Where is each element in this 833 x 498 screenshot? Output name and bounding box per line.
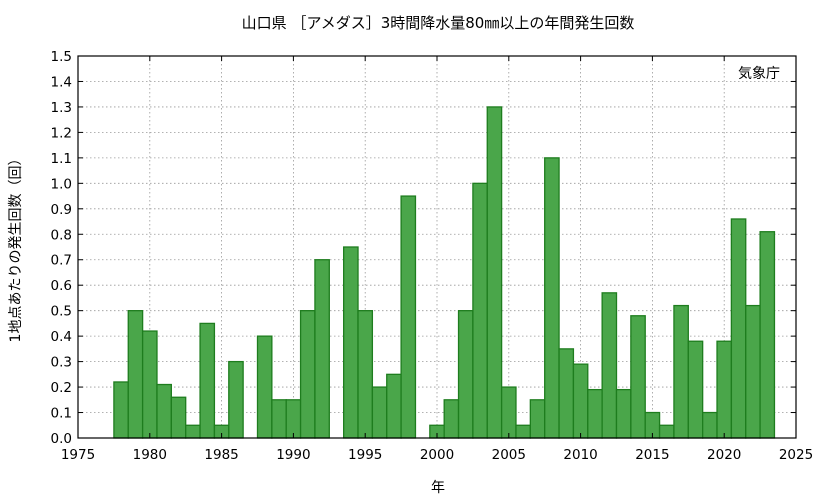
bar-2021 — [730, 218, 747, 439]
bar-1979 — [127, 310, 144, 439]
bar-2005 — [500, 386, 517, 439]
bar-2020 — [716, 340, 733, 439]
bar-2009 — [558, 348, 575, 439]
x-tick-label: 2000 — [420, 447, 454, 463]
bar-2010 — [572, 363, 589, 439]
x-tick-label: 1975 — [61, 447, 95, 463]
y-tick-label: 0.5 — [51, 304, 72, 320]
bar-1986 — [228, 360, 244, 439]
axes-layer: 0.0 0.1 0.2 0.3 0.4 0.5 0.6 0.7 0.8 0.9 1.0 1.1 1.2 1… — [51, 49, 814, 463]
x-tick-label: 2010 — [563, 447, 597, 463]
bar-2007 — [529, 399, 546, 439]
bar-1984 — [199, 322, 216, 439]
y-tick-label: 0.8 — [51, 227, 72, 243]
bar-1980 — [141, 330, 158, 439]
y-axis-label: 1地点あたりの発生回数（回） — [8, 152, 24, 343]
y-tick-label: 1.0 — [51, 176, 72, 192]
y-tick-label: 0.6 — [51, 278, 72, 294]
bar-1995 — [357, 310, 374, 439]
y-tick-label: 0.2 — [51, 380, 72, 396]
bar-2017 — [673, 304, 689, 439]
bar-2001 — [443, 399, 460, 439]
bar-2003 — [472, 182, 488, 439]
y-tick-label: 0.3 — [51, 355, 72, 371]
y-tick-label: 0.4 — [51, 329, 72, 345]
x-tick-label: 2005 — [492, 447, 526, 463]
bar-2011 — [587, 388, 603, 439]
bar-2016 — [658, 424, 675, 439]
bar-2006 — [515, 424, 531, 439]
bar-1988 — [256, 335, 273, 439]
bar-1991 — [299, 310, 316, 439]
bar-1981 — [156, 383, 172, 439]
bar-2004 — [486, 106, 503, 439]
y-tick-label: 1.1 — [51, 151, 72, 167]
y-tick-label: 1.5 — [51, 49, 72, 65]
x-tick-label: 1980 — [133, 447, 167, 463]
x-tick-label: 2025 — [779, 447, 813, 463]
y-tick-label: 0.1 — [51, 406, 72, 422]
bar-2019 — [702, 411, 718, 439]
y-tick-label: 0.9 — [51, 202, 72, 218]
x-tick-label: 2020 — [707, 447, 741, 463]
x-tick-label: 1990 — [276, 447, 310, 463]
y-tick-label: 0.7 — [51, 253, 72, 269]
bar-1978 — [113, 381, 129, 439]
x-tick-label: 2015 — [635, 447, 669, 463]
bar-2002 — [457, 310, 474, 439]
bar-1994 — [343, 246, 359, 439]
bar-1982 — [170, 396, 187, 439]
y-tick-label: 1.4 — [51, 74, 72, 90]
bar-2008 — [544, 157, 560, 439]
plot-frame — [77, 55, 797, 439]
chart-title: 山口県 ［アメダス］3時間降水量80㎜以上の年間発生回数 — [242, 14, 635, 32]
y-tick-label: 0.0 — [51, 431, 72, 447]
bars-layer — [113, 106, 776, 439]
bar-1983 — [185, 424, 201, 439]
x-tick-label: 1995 — [348, 447, 382, 463]
bar-1996 — [371, 386, 388, 439]
bar-2014 — [630, 315, 646, 439]
bar-2012 — [601, 292, 618, 439]
bar-2023 — [759, 231, 776, 439]
credit-label: 気象庁 — [738, 66, 780, 82]
bar-1989 — [271, 399, 287, 439]
bar-1992 — [314, 259, 330, 439]
bar-2013 — [615, 388, 632, 439]
bar-2018 — [687, 340, 704, 439]
bar-1998 — [400, 195, 417, 439]
bar-2022 — [745, 304, 761, 439]
x-tick-label: 1985 — [204, 447, 238, 463]
y-tick-label: 1.2 — [51, 125, 72, 141]
bar-1997 — [386, 373, 402, 439]
x-axis-label: 年 — [431, 480, 445, 496]
y-tick-label: 1.3 — [51, 100, 72, 116]
bar-1990 — [285, 399, 302, 439]
